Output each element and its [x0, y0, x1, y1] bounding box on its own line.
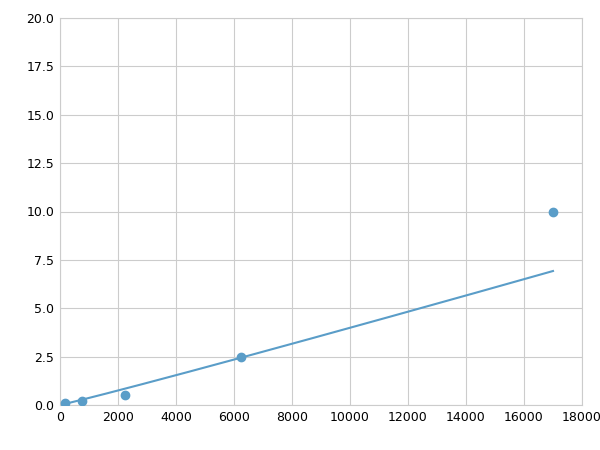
Point: [236, 353, 246, 360]
Point: [77, 397, 86, 405]
Point: [61, 400, 70, 407]
Point: [121, 392, 130, 399]
Point: [548, 208, 558, 215]
